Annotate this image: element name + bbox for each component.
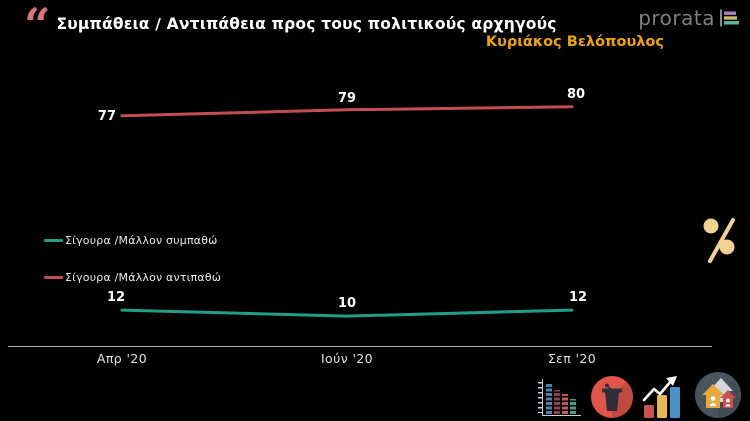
data-point-label: 10 [338, 296, 356, 311]
logo-bars-icon [720, 9, 739, 27]
x-axis-label: Ιούν '20 [321, 351, 373, 366]
legend-label: Σίγουρα /Μάλλον συμπαθώ [65, 234, 218, 247]
equalizer-chart-icon [537, 377, 583, 419]
equalizer-ticks [538, 382, 542, 413]
percent-icon [703, 218, 735, 263]
series-line [120, 308, 574, 318]
footer-icons [537, 371, 742, 419]
houses-rising-icon [695, 372, 741, 418]
series-line [120, 105, 574, 118]
x-axis-label: Σεπ '20 [548, 351, 596, 366]
legend-line-red [44, 276, 63, 279]
data-point-label: 79 [338, 91, 356, 106]
x-axis-label: Απρ '20 [97, 351, 147, 366]
data-point-label: 12 [107, 290, 125, 305]
prorata-logo: prorata [638, 6, 742, 30]
data-point-label: 77 [98, 109, 116, 124]
header: “ Συμπάθεια / Αντιπάθεια προς τους πολιτ… [24, 2, 557, 33]
legend-item-antipathize: Σίγουρα /Μάλλον αντιπαθώ [44, 270, 221, 285]
legend: Σίγουρα /Μάλλον συμπαθώ Σίγουρα /Μάλλον … [44, 233, 221, 307]
legend-item-sympathize: Σίγουρα /Μάλλον συμπαθώ [44, 233, 221, 248]
equalizer-axis [542, 379, 581, 416]
data-point-label: 80 [567, 87, 585, 102]
legend-label: Σίγουρα /Μάλλον αντιπαθώ [65, 271, 222, 284]
data-point-label: 12 [569, 290, 587, 305]
quote-icon: “ [24, 2, 51, 32]
logo-text: prorata [638, 6, 715, 30]
growth-chart-icon [642, 376, 680, 418]
legend-line-teal [44, 239, 63, 242]
podium-icon [591, 376, 633, 418]
page-title: Συμπάθεια / Αντιπάθεια προς τους πολιτικ… [56, 15, 557, 33]
person-label: Κυριάκος Βελόπουλος [485, 34, 664, 50]
